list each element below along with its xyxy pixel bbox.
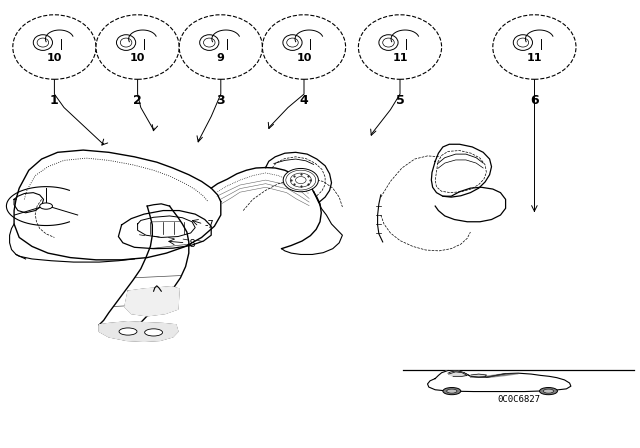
Ellipse shape xyxy=(145,329,163,336)
Ellipse shape xyxy=(13,15,96,79)
Ellipse shape xyxy=(119,328,137,335)
Polygon shape xyxy=(449,372,467,376)
Ellipse shape xyxy=(116,35,136,51)
Text: 9: 9 xyxy=(217,53,225,63)
Text: 1: 1 xyxy=(50,94,59,108)
Polygon shape xyxy=(125,287,179,316)
Text: 10: 10 xyxy=(296,53,312,63)
Ellipse shape xyxy=(262,15,346,79)
Text: 6: 6 xyxy=(530,94,539,108)
Ellipse shape xyxy=(513,35,532,51)
Ellipse shape xyxy=(33,35,52,51)
Ellipse shape xyxy=(96,15,179,79)
Ellipse shape xyxy=(283,35,302,51)
Ellipse shape xyxy=(540,388,557,395)
Ellipse shape xyxy=(379,35,398,51)
Ellipse shape xyxy=(200,35,219,51)
Text: 10: 10 xyxy=(47,53,62,63)
Polygon shape xyxy=(470,374,518,377)
Text: 0C0C6827: 0C0C6827 xyxy=(497,395,540,404)
Text: -7: -7 xyxy=(205,220,214,230)
Ellipse shape xyxy=(447,389,457,393)
Text: 2: 2 xyxy=(133,94,142,108)
Text: 3: 3 xyxy=(216,94,225,108)
Polygon shape xyxy=(428,370,571,392)
Text: 4: 4 xyxy=(300,94,308,108)
Text: 11: 11 xyxy=(527,53,542,63)
Ellipse shape xyxy=(493,15,576,79)
Ellipse shape xyxy=(179,15,262,79)
Text: 10: 10 xyxy=(130,53,145,63)
Ellipse shape xyxy=(283,168,319,192)
Polygon shape xyxy=(99,322,178,341)
Text: 5: 5 xyxy=(396,94,404,108)
Text: 11: 11 xyxy=(392,53,408,63)
Text: -8: -8 xyxy=(187,239,196,249)
Ellipse shape xyxy=(358,15,442,79)
Ellipse shape xyxy=(40,203,52,209)
Ellipse shape xyxy=(443,388,461,395)
Ellipse shape xyxy=(543,389,554,393)
Polygon shape xyxy=(471,374,486,377)
